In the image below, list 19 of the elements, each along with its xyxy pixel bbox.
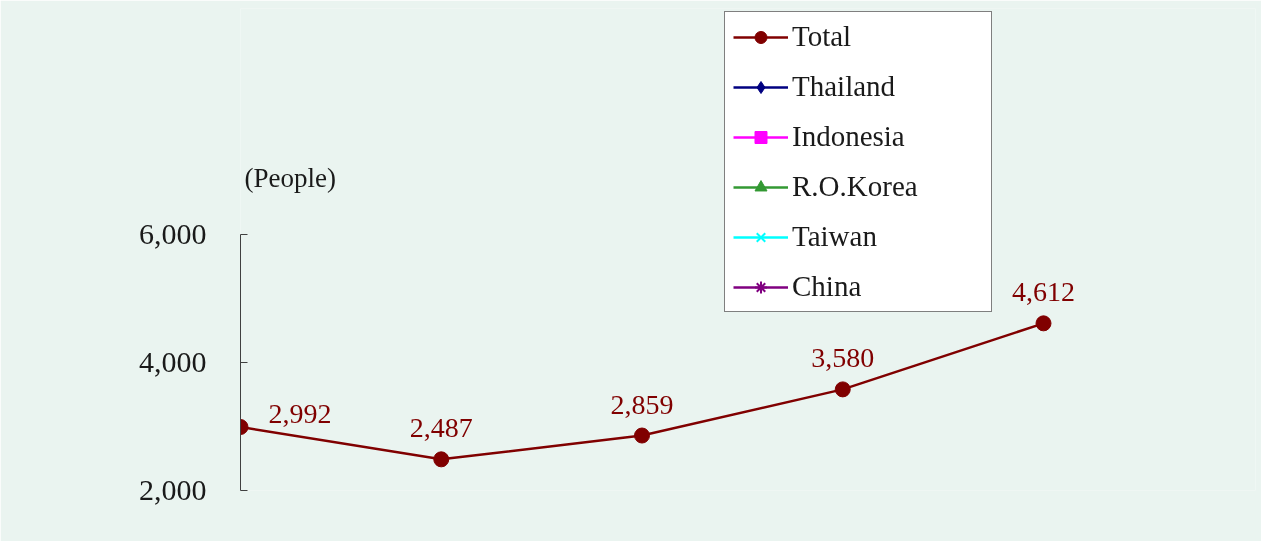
data-label: 2,992 [268,398,332,430]
y-axis-title: (People) [244,162,336,193]
y-tick-label: 6,000 [139,217,207,250]
legend-label: Thailand [792,70,897,103]
point [834,381,851,398]
data-label: 3,580 [811,342,875,374]
y-tick-label: 2,000 [139,473,207,506]
data-label: 2,859 [610,388,674,420]
y-tick-label: 4,000 [139,345,207,378]
point [433,451,450,468]
point [634,427,650,444]
legend-label: R.O.Korea [792,170,919,203]
legend-label: China [792,270,863,303]
data-label: 2,487 [409,412,473,444]
point [1035,315,1052,332]
legend-label: Total [792,20,853,53]
data-label: 4,612 [1012,276,1075,308]
legend-label: Taiwan [792,220,878,253]
legend-label: Indonesia [792,120,906,153]
